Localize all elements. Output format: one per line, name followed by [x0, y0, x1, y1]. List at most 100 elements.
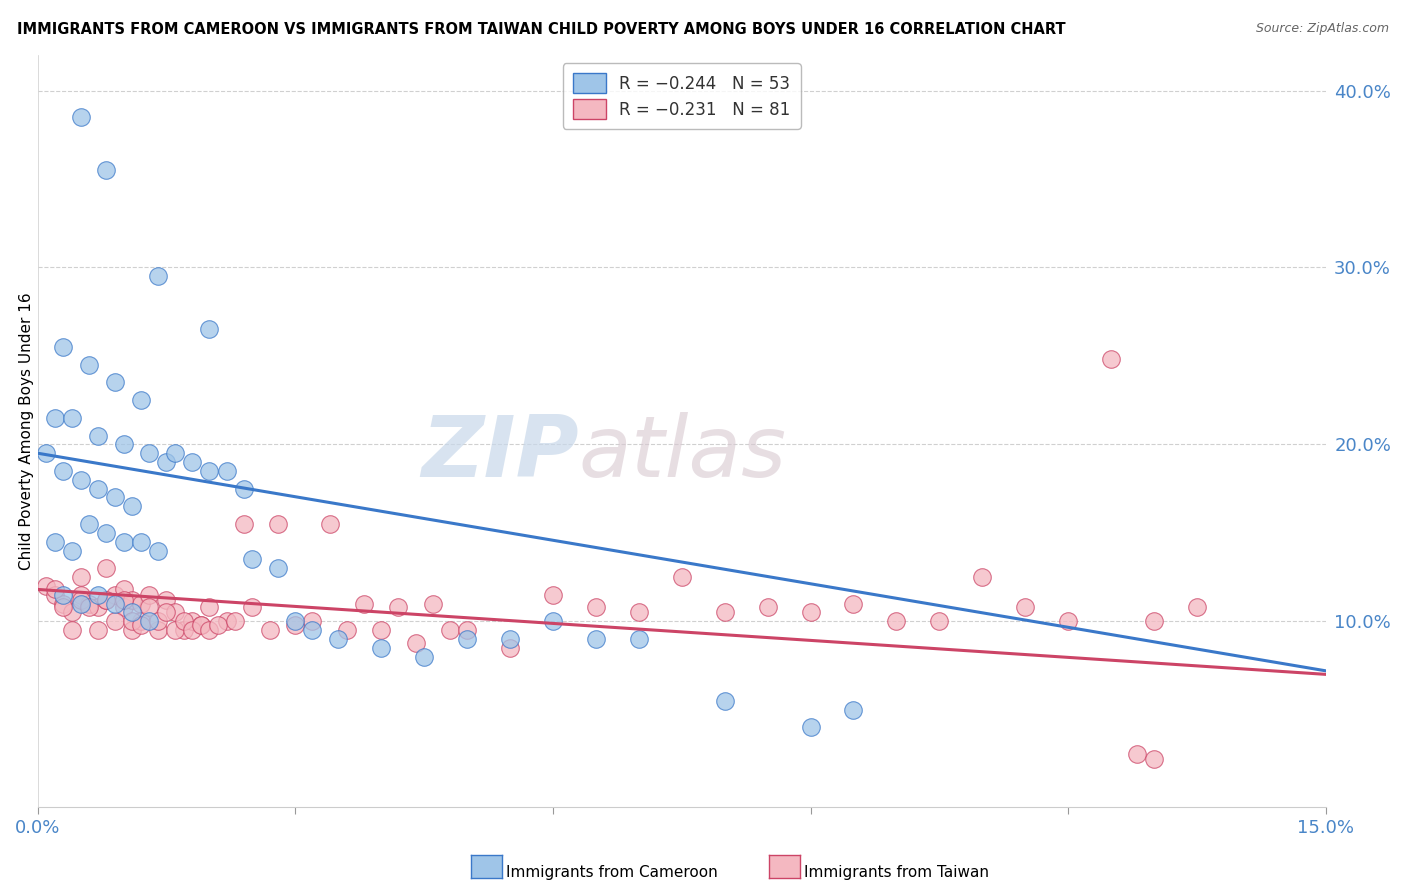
Point — [541, 615, 564, 629]
Point — [165, 606, 187, 620]
Point — [96, 525, 118, 540]
Point — [96, 163, 118, 178]
Point — [456, 632, 478, 646]
Point — [146, 543, 169, 558]
Point — [267, 516, 290, 531]
Point — [104, 491, 127, 505]
Point — [232, 482, 254, 496]
Point — [129, 534, 152, 549]
Point — [104, 588, 127, 602]
Point — [129, 597, 152, 611]
Point — [756, 600, 779, 615]
Point — [155, 606, 177, 620]
Point — [121, 593, 143, 607]
Point — [1014, 600, 1036, 615]
Point — [336, 623, 359, 637]
Point — [44, 582, 66, 597]
Point — [104, 615, 127, 629]
Point — [121, 615, 143, 629]
Point — [627, 606, 650, 620]
Point — [387, 600, 409, 615]
Text: Immigrants from Cameroon: Immigrants from Cameroon — [506, 865, 718, 880]
Point — [77, 358, 100, 372]
Point — [121, 500, 143, 514]
Point — [541, 588, 564, 602]
Point — [129, 617, 152, 632]
Point — [284, 615, 307, 629]
Point — [215, 464, 238, 478]
Point — [87, 588, 110, 602]
Point — [104, 376, 127, 390]
Text: atlas: atlas — [579, 412, 787, 495]
Point — [267, 561, 290, 575]
Point — [842, 703, 865, 717]
Y-axis label: Child Poverty Among Boys Under 16: Child Poverty Among Boys Under 16 — [20, 293, 34, 570]
Point — [146, 623, 169, 637]
Point — [499, 640, 522, 655]
Point — [190, 617, 212, 632]
Point — [104, 597, 127, 611]
Point — [928, 615, 950, 629]
Point — [181, 623, 204, 637]
Point — [713, 694, 735, 708]
Legend: R = −0.244   N = 53, R = −0.231   N = 81: R = −0.244 N = 53, R = −0.231 N = 81 — [562, 63, 800, 128]
Point — [972, 570, 994, 584]
Point — [69, 473, 91, 487]
Point — [60, 623, 83, 637]
Point — [1057, 615, 1080, 629]
Point — [799, 721, 821, 735]
Point — [353, 597, 375, 611]
Point — [112, 534, 135, 549]
Text: IMMIGRANTS FROM CAMEROON VS IMMIGRANTS FROM TAIWAN CHILD POVERTY AMONG BOYS UNDE: IMMIGRANTS FROM CAMEROON VS IMMIGRANTS F… — [17, 22, 1066, 37]
Point — [121, 606, 143, 620]
Point — [35, 446, 58, 460]
Point — [181, 455, 204, 469]
Point — [52, 340, 75, 354]
Point — [129, 393, 152, 408]
Text: Immigrants from Taiwan: Immigrants from Taiwan — [804, 865, 990, 880]
Point — [52, 588, 75, 602]
Point — [44, 588, 66, 602]
Point — [112, 600, 135, 615]
Point — [499, 632, 522, 646]
Point — [1143, 752, 1166, 766]
Point — [165, 623, 187, 637]
Point — [69, 597, 91, 611]
Point — [96, 593, 118, 607]
Point — [284, 617, 307, 632]
Point — [207, 617, 229, 632]
Point — [224, 615, 246, 629]
Point — [439, 623, 461, 637]
Point — [112, 593, 135, 607]
Point — [69, 588, 91, 602]
Text: ZIP: ZIP — [420, 412, 579, 495]
Point — [259, 623, 281, 637]
Point — [60, 543, 83, 558]
Point — [181, 615, 204, 629]
Point — [799, 606, 821, 620]
Text: Source: ZipAtlas.com: Source: ZipAtlas.com — [1256, 22, 1389, 36]
Point — [1099, 352, 1122, 367]
Point — [1143, 615, 1166, 629]
Point — [52, 600, 75, 615]
Point — [240, 552, 263, 566]
Point — [138, 615, 160, 629]
Point — [87, 600, 110, 615]
Point — [96, 561, 118, 575]
Point — [240, 600, 263, 615]
Point — [713, 606, 735, 620]
Point — [69, 110, 91, 124]
Point — [842, 597, 865, 611]
Point — [215, 615, 238, 629]
Point — [165, 446, 187, 460]
Point — [318, 516, 340, 531]
Point — [198, 322, 221, 336]
Point — [198, 464, 221, 478]
Point — [44, 410, 66, 425]
Point — [422, 597, 444, 611]
Point — [52, 597, 75, 611]
Point — [155, 455, 177, 469]
Point — [155, 593, 177, 607]
Point — [456, 623, 478, 637]
Point — [77, 516, 100, 531]
